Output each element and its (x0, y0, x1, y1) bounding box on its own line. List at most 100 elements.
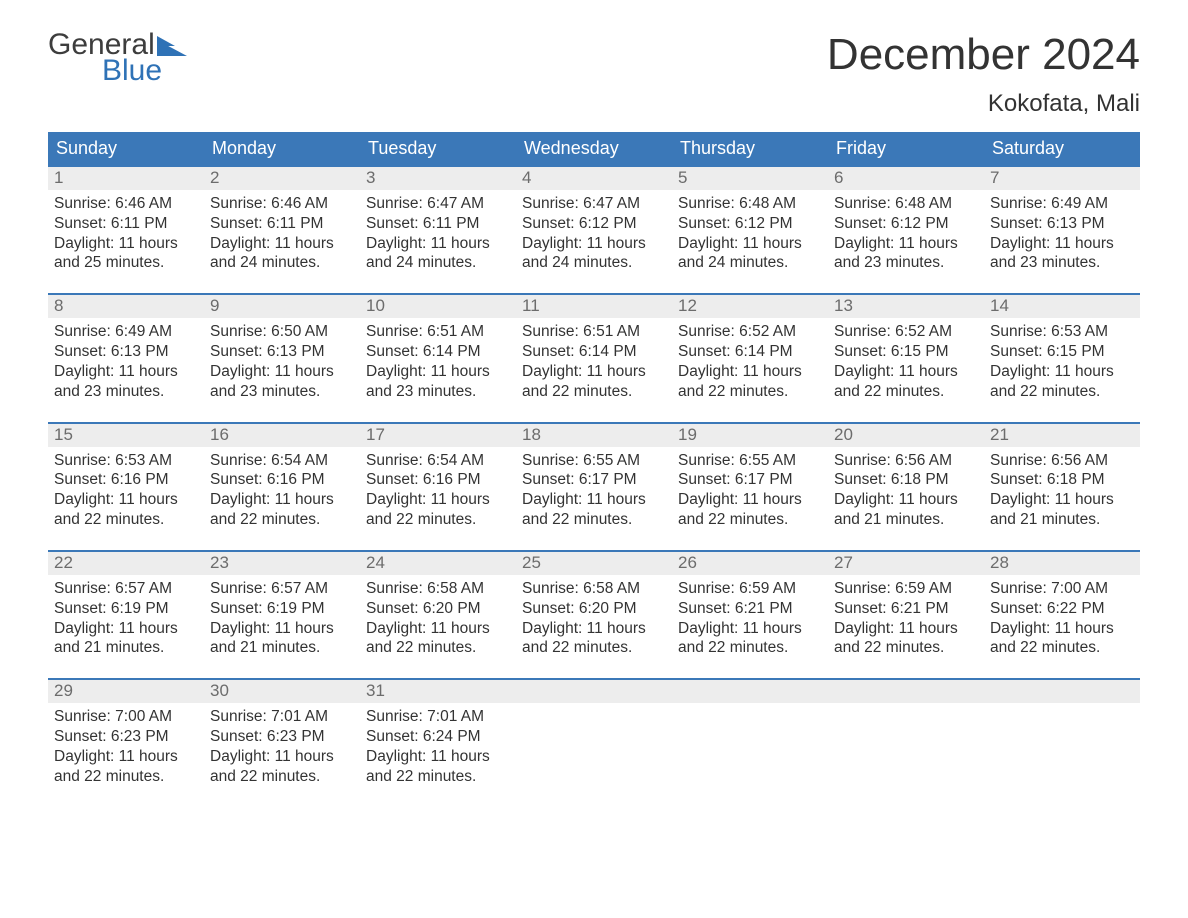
daylight-line: Daylight: 11 hours and 23 minutes. (54, 362, 198, 402)
sunset-line: Sunset: 6:14 PM (678, 342, 822, 362)
day-cell: 8Sunrise: 6:49 AMSunset: 6:13 PMDaylight… (48, 295, 204, 421)
daylight-line: Daylight: 11 hours and 23 minutes. (990, 234, 1134, 274)
day-cell: 24Sunrise: 6:58 AMSunset: 6:20 PMDayligh… (360, 552, 516, 678)
day-number: 1 (48, 167, 204, 190)
sunrise-line: Sunrise: 7:01 AM (366, 707, 510, 727)
daylight-line: Daylight: 11 hours and 24 minutes. (366, 234, 510, 274)
day-body: Sunrise: 6:58 AMSunset: 6:20 PMDaylight:… (360, 575, 516, 678)
sunrise-line: Sunrise: 6:49 AM (990, 194, 1134, 214)
day-cell: 30Sunrise: 7:01 AMSunset: 6:23 PMDayligh… (204, 680, 360, 806)
daylight-line: Daylight: 11 hours and 22 minutes. (522, 490, 666, 530)
day-cell: 3Sunrise: 6:47 AMSunset: 6:11 PMDaylight… (360, 167, 516, 293)
day-number: . (984, 680, 1140, 703)
day-body: Sunrise: 6:55 AMSunset: 6:17 PMDaylight:… (672, 447, 828, 550)
day-number: 7 (984, 167, 1140, 190)
sunrise-line: Sunrise: 6:52 AM (834, 322, 978, 342)
sunrise-line: Sunrise: 6:48 AM (678, 194, 822, 214)
sunset-line: Sunset: 6:11 PM (210, 214, 354, 234)
sunrise-line: Sunrise: 6:51 AM (366, 322, 510, 342)
day-number: 10 (360, 295, 516, 318)
sunset-line: Sunset: 6:16 PM (210, 470, 354, 490)
day-body: Sunrise: 6:59 AMSunset: 6:21 PMDaylight:… (828, 575, 984, 678)
day-cell: 28Sunrise: 7:00 AMSunset: 6:22 PMDayligh… (984, 552, 1140, 678)
sunset-line: Sunset: 6:22 PM (990, 599, 1134, 619)
calendar: Sunday Monday Tuesday Wednesday Thursday… (48, 132, 1140, 807)
day-cell: 26Sunrise: 6:59 AMSunset: 6:21 PMDayligh… (672, 552, 828, 678)
logo-text-blue: Blue (48, 56, 187, 86)
sunrise-line: Sunrise: 7:00 AM (990, 579, 1134, 599)
daylight-line: Daylight: 11 hours and 21 minutes. (210, 619, 354, 659)
daylight-line: Daylight: 11 hours and 21 minutes. (834, 490, 978, 530)
sunrise-line: Sunrise: 6:56 AM (834, 451, 978, 471)
day-number: 16 (204, 424, 360, 447)
day-body: Sunrise: 7:01 AMSunset: 6:24 PMDaylight:… (360, 703, 516, 806)
daylight-line: Daylight: 11 hours and 22 minutes. (522, 619, 666, 659)
day-number: 13 (828, 295, 984, 318)
sunset-line: Sunset: 6:13 PM (210, 342, 354, 362)
daylight-line: Daylight: 11 hours and 22 minutes. (834, 619, 978, 659)
day-cell: 27Sunrise: 6:59 AMSunset: 6:21 PMDayligh… (828, 552, 984, 678)
day-cell: 22Sunrise: 6:57 AMSunset: 6:19 PMDayligh… (48, 552, 204, 678)
day-cell: 21Sunrise: 6:56 AMSunset: 6:18 PMDayligh… (984, 424, 1140, 550)
sunset-line: Sunset: 6:13 PM (990, 214, 1134, 234)
sunrise-line: Sunrise: 6:59 AM (678, 579, 822, 599)
day-cell: . (516, 680, 672, 806)
day-cell: 20Sunrise: 6:56 AMSunset: 6:18 PMDayligh… (828, 424, 984, 550)
day-number: 27 (828, 552, 984, 575)
day-number: 6 (828, 167, 984, 190)
flag-icon (157, 36, 187, 56)
sunrise-line: Sunrise: 6:54 AM (210, 451, 354, 471)
week-row: 1Sunrise: 6:46 AMSunset: 6:11 PMDaylight… (48, 165, 1140, 293)
day-body: Sunrise: 6:56 AMSunset: 6:18 PMDaylight:… (984, 447, 1140, 550)
day-number: . (672, 680, 828, 703)
sunrise-line: Sunrise: 6:51 AM (522, 322, 666, 342)
day-number: 3 (360, 167, 516, 190)
sunset-line: Sunset: 6:16 PM (54, 470, 198, 490)
sunrise-line: Sunrise: 6:57 AM (54, 579, 198, 599)
daylight-line: Daylight: 11 hours and 22 minutes. (54, 490, 198, 530)
day-number: 30 (204, 680, 360, 703)
daylight-line: Daylight: 11 hours and 22 minutes. (366, 490, 510, 530)
week-row: 8Sunrise: 6:49 AMSunset: 6:13 PMDaylight… (48, 293, 1140, 421)
day-number: 21 (984, 424, 1140, 447)
day-cell: . (672, 680, 828, 806)
day-number: 17 (360, 424, 516, 447)
day-cell: 2Sunrise: 6:46 AMSunset: 6:11 PMDaylight… (204, 167, 360, 293)
day-header-tue: Tuesday (360, 132, 516, 165)
daylight-line: Daylight: 11 hours and 23 minutes. (834, 234, 978, 274)
day-header-thu: Thursday (672, 132, 828, 165)
sunrise-line: Sunrise: 6:58 AM (522, 579, 666, 599)
daylight-line: Daylight: 11 hours and 24 minutes. (678, 234, 822, 274)
day-number: 15 (48, 424, 204, 447)
sunset-line: Sunset: 6:18 PM (990, 470, 1134, 490)
daylight-line: Daylight: 11 hours and 23 minutes. (366, 362, 510, 402)
day-number: 29 (48, 680, 204, 703)
sunset-line: Sunset: 6:16 PM (366, 470, 510, 490)
sunset-line: Sunset: 6:12 PM (678, 214, 822, 234)
day-header-mon: Monday (204, 132, 360, 165)
week-row: 29Sunrise: 7:00 AMSunset: 6:23 PMDayligh… (48, 678, 1140, 806)
day-body (984, 703, 1140, 727)
day-number: 31 (360, 680, 516, 703)
daylight-line: Daylight: 11 hours and 21 minutes. (54, 619, 198, 659)
header-row: General Blue December 2024 Kokofata, Mal… (48, 30, 1140, 118)
day-body: Sunrise: 6:48 AMSunset: 6:12 PMDaylight:… (828, 190, 984, 293)
day-cell: 12Sunrise: 6:52 AMSunset: 6:14 PMDayligh… (672, 295, 828, 421)
sunrise-line: Sunrise: 6:53 AM (990, 322, 1134, 342)
sunset-line: Sunset: 6:15 PM (834, 342, 978, 362)
day-cell: 9Sunrise: 6:50 AMSunset: 6:13 PMDaylight… (204, 295, 360, 421)
sunrise-line: Sunrise: 6:48 AM (834, 194, 978, 214)
page-title: December 2024 (827, 30, 1140, 80)
sunset-line: Sunset: 6:11 PM (366, 214, 510, 234)
daylight-line: Daylight: 11 hours and 22 minutes. (522, 362, 666, 402)
day-body: Sunrise: 6:49 AMSunset: 6:13 PMDaylight:… (48, 318, 204, 421)
logo: General Blue (48, 30, 187, 86)
daylight-line: Daylight: 11 hours and 23 minutes. (210, 362, 354, 402)
day-body (828, 703, 984, 727)
sunrise-line: Sunrise: 6:54 AM (366, 451, 510, 471)
sunset-line: Sunset: 6:13 PM (54, 342, 198, 362)
sunset-line: Sunset: 6:23 PM (210, 727, 354, 747)
day-header-wed: Wednesday (516, 132, 672, 165)
sunset-line: Sunset: 6:17 PM (678, 470, 822, 490)
sunrise-line: Sunrise: 7:00 AM (54, 707, 198, 727)
